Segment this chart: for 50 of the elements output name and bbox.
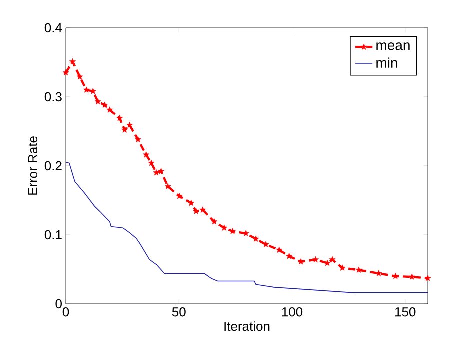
y-tick-label: 0.3 <box>44 92 62 102</box>
point <box>376 270 382 276</box>
point <box>339 264 346 271</box>
y-tick-label: 0.1 <box>44 230 62 240</box>
x-axis-title: Iteration <box>224 322 270 332</box>
x-tick-label: 100 <box>282 308 303 317</box>
point <box>143 152 150 158</box>
point <box>83 86 90 93</box>
point <box>408 274 416 280</box>
point <box>62 69 70 76</box>
legend-label: mean <box>376 42 410 50</box>
point <box>76 74 84 80</box>
point <box>158 168 164 174</box>
point <box>153 170 160 176</box>
x-tick-label: 0 <box>62 308 70 317</box>
point <box>312 256 319 263</box>
point <box>134 136 142 143</box>
x-tick-label: 50 <box>172 308 186 317</box>
point <box>94 98 102 105</box>
point <box>193 208 200 214</box>
point <box>242 230 250 236</box>
point <box>329 256 336 263</box>
line-series <box>66 162 428 294</box>
point <box>102 102 108 108</box>
point <box>211 218 218 225</box>
point <box>116 115 124 122</box>
point <box>252 236 260 242</box>
legend-label: min <box>376 58 398 68</box>
y-axis-title: Error Rate <box>28 136 38 195</box>
point <box>126 122 133 128</box>
y-tick-label: 0.2 <box>44 161 62 171</box>
point <box>298 258 304 265</box>
point <box>70 58 76 65</box>
point <box>262 241 270 248</box>
point <box>176 193 183 200</box>
point <box>424 275 432 282</box>
point <box>122 126 128 133</box>
y-tick-label: 0 <box>56 299 62 309</box>
point <box>276 246 283 253</box>
point <box>221 224 228 231</box>
point <box>356 266 362 273</box>
point <box>148 160 155 166</box>
point <box>324 260 331 266</box>
point <box>200 206 206 213</box>
point <box>106 106 114 113</box>
point <box>164 183 172 190</box>
point <box>188 200 195 206</box>
y-tick-label: 0.4 <box>44 23 62 33</box>
point <box>286 253 292 260</box>
x-tick-label: 150 <box>396 308 416 317</box>
